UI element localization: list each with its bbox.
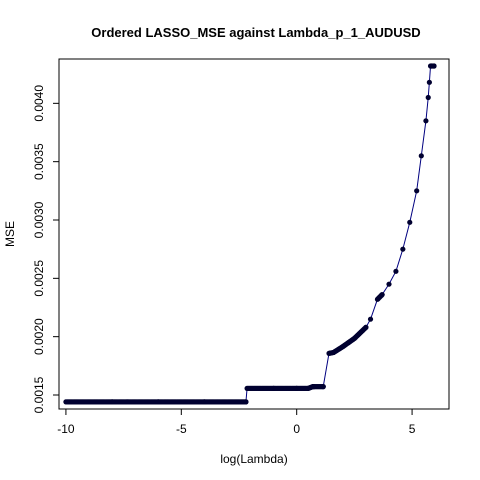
y-axis: 0.0015 0.0020 0.0025 0.0030 0.0035 0.0040 (32, 85, 59, 413)
series-point (367, 316, 374, 322)
series-point (400, 246, 406, 252)
y-tick-label: 0.0015 (32, 376, 46, 413)
series-point (425, 94, 431, 101)
series-point (320, 384, 326, 390)
x-axis: -10 -5 0 5 (57, 409, 416, 436)
series-point (423, 118, 429, 124)
series-point (407, 219, 413, 225)
plot-frame (58, 58, 450, 410)
y-tick-label: 0.0035 (32, 143, 46, 180)
series-point (379, 292, 385, 298)
series-markers (63, 63, 437, 405)
series-point (393, 268, 399, 274)
series-point (418, 153, 424, 159)
y-axis-label: MSE (3, 221, 17, 247)
series-point (363, 324, 369, 330)
x-axis-label: log(Lambda) (220, 452, 287, 466)
series-point (414, 188, 420, 194)
x-tick-label: 0 (293, 422, 300, 436)
series-point (426, 79, 432, 85)
x-tick-label: -5 (176, 422, 187, 436)
y-tick-label: 0.0025 (32, 260, 46, 297)
series-point (431, 63, 437, 69)
series-point (243, 399, 249, 405)
y-tick-label: 0.0030 (32, 201, 46, 238)
series-point (386, 281, 392, 287)
x-tick-label: -10 (57, 422, 75, 436)
chart-title: Ordered LASSO_MSE against Lambda_p_1_AUD… (91, 25, 420, 40)
series-line (65, 65, 434, 403)
series-layer (63, 63, 437, 405)
y-tick-label: 0.0020 (32, 318, 46, 355)
y-tick-label: 0.0040 (32, 85, 46, 122)
x-tick-label: 5 (409, 422, 416, 436)
